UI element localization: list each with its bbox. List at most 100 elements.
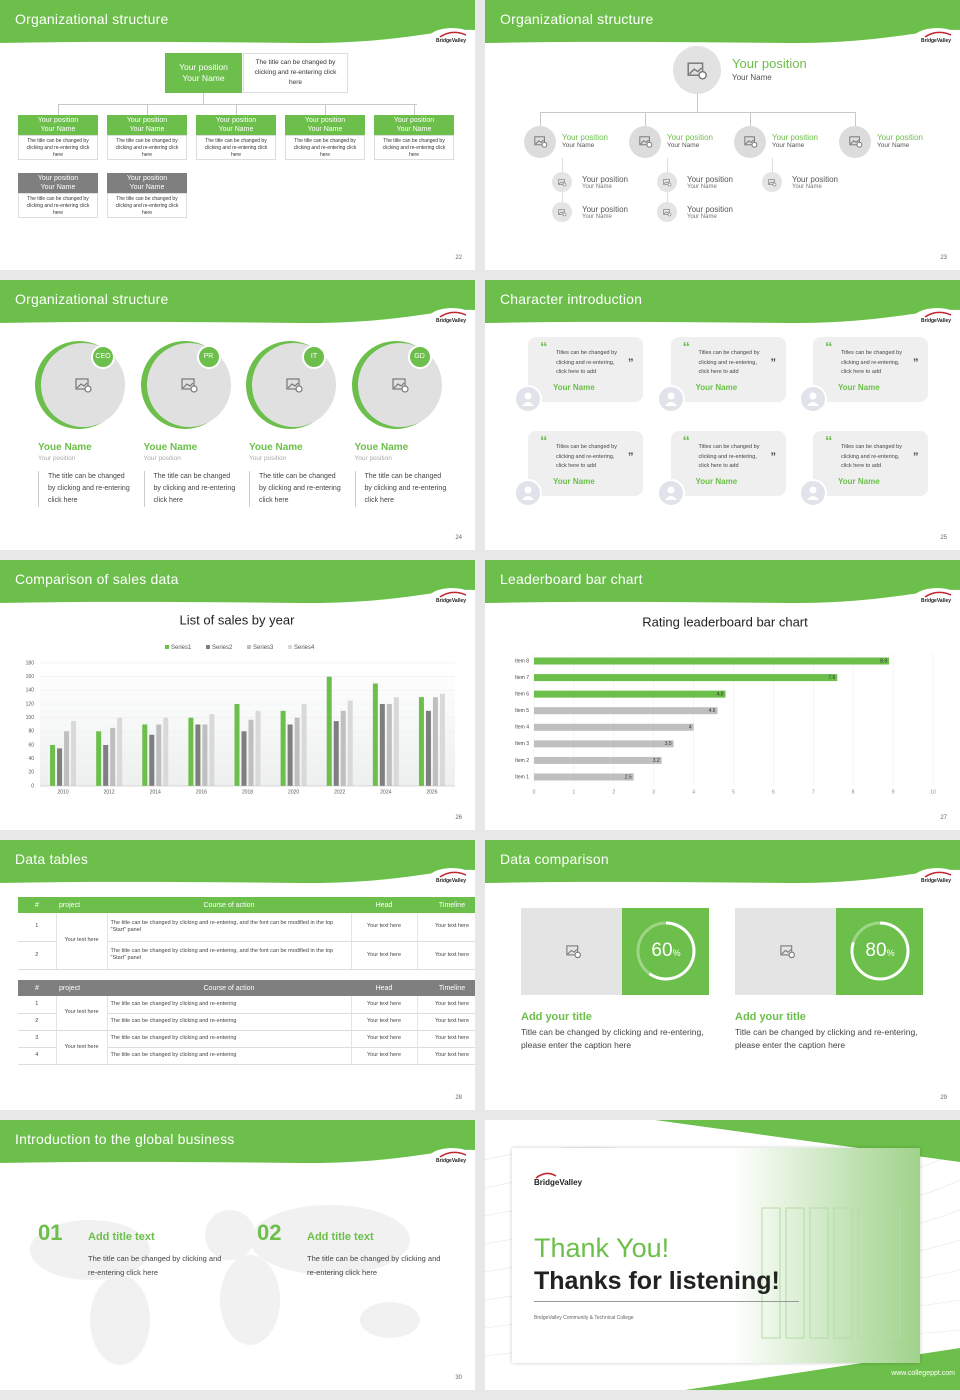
member-name: Your Name bbox=[667, 142, 700, 149]
progress-ring bbox=[636, 921, 696, 981]
connector-line bbox=[236, 104, 237, 115]
icon-frame bbox=[286, 378, 300, 390]
position-text: The title can be changed by clicking and… bbox=[196, 135, 276, 160]
position: Your position bbox=[37, 117, 79, 124]
table-cell: The title can be changed by clicking and… bbox=[107, 1013, 352, 1031]
avatar-icon bbox=[807, 486, 819, 500]
connector-line bbox=[147, 104, 148, 115]
logo-swoosh bbox=[439, 311, 467, 318]
value-label: 3.5 bbox=[665, 741, 672, 747]
icon-mountain bbox=[558, 210, 565, 214]
image-icon bbox=[663, 208, 672, 216]
position-box: Your position Your Name bbox=[107, 173, 187, 193]
quote-close: ” bbox=[628, 451, 634, 463]
table-cell: 2 bbox=[18, 941, 57, 970]
card-text: Titles can be changed by clicking and re… bbox=[841, 444, 902, 469]
chart: List of sales by year Series1 Series2 Serie… bbox=[26, 612, 455, 795]
building-window bbox=[857, 1207, 877, 1339]
table-row: 4 The title can be changed by clicking an… bbox=[18, 1047, 475, 1065]
icon-frame bbox=[566, 945, 579, 956]
person-position: Your position bbox=[354, 455, 392, 462]
person-text: The title can be changed by clicking and… bbox=[354, 471, 447, 507]
position-text: The title can be changed by clicking and… bbox=[374, 135, 454, 160]
person-position: Your position bbox=[143, 455, 181, 462]
header-cell: Course of action bbox=[107, 897, 351, 913]
icon-plus bbox=[400, 385, 409, 393]
name: Your Name bbox=[40, 126, 76, 133]
card bbox=[813, 431, 928, 496]
connector-line bbox=[325, 104, 326, 115]
slide-title: Organizational structure bbox=[500, 11, 654, 27]
page-number: 28 bbox=[455, 1095, 462, 1101]
table-cell: Your text here bbox=[56, 913, 108, 970]
icon-mountain bbox=[534, 140, 544, 145]
member-position: Your position bbox=[772, 133, 818, 142]
card-text: Titles can be changed by clicking and re… bbox=[698, 444, 760, 469]
icon-frame bbox=[768, 178, 775, 185]
icon-plus bbox=[788, 951, 795, 958]
member-name: Your Name bbox=[877, 142, 910, 149]
card bbox=[528, 337, 643, 402]
avatar-head bbox=[667, 392, 674, 400]
value-label: 4.8 bbox=[717, 691, 724, 697]
name: Your Name bbox=[129, 126, 165, 133]
ring-arc bbox=[648, 921, 696, 981]
table-row: 2 The title can be changed by clicking an… bbox=[18, 941, 475, 970]
x-tick-label: 2022 bbox=[334, 789, 345, 795]
logo-swoosh bbox=[439, 31, 467, 38]
header-shape bbox=[0, 280, 475, 324]
x-tick-label: 1 bbox=[573, 789, 576, 795]
person-name: Youe Name bbox=[354, 442, 409, 453]
bar bbox=[425, 710, 431, 786]
icon-plus bbox=[189, 385, 198, 393]
card bbox=[670, 431, 786, 496]
sub-position: Your position bbox=[792, 175, 838, 184]
icon-shape bbox=[663, 208, 672, 216]
table-cell: The title can be changed by clicking and… bbox=[107, 913, 352, 942]
image-icon bbox=[687, 62, 708, 80]
image-panel bbox=[735, 908, 836, 995]
table-cell: Your text here bbox=[417, 1047, 475, 1065]
icon-plus bbox=[698, 70, 708, 80]
y-tick-label: Item 5 bbox=[515, 708, 529, 714]
sub-position: Your position bbox=[687, 205, 733, 214]
bar bbox=[294, 717, 300, 786]
bar bbox=[379, 704, 385, 786]
quote-close: ” bbox=[770, 451, 777, 463]
icon-shape bbox=[566, 945, 581, 958]
top-box: Your position Your Name bbox=[165, 53, 242, 93]
icon-mountain bbox=[558, 180, 565, 184]
icon-shape bbox=[638, 136, 652, 149]
header-band bbox=[485, 280, 960, 330]
card-name: Your Name bbox=[695, 477, 738, 486]
x-tick-label: 7 bbox=[812, 789, 815, 795]
value-label: 4 bbox=[689, 725, 692, 731]
y-tick-label: 100 bbox=[26, 715, 35, 721]
icon-plus bbox=[562, 182, 567, 186]
image-icon bbox=[391, 378, 409, 393]
bar bbox=[534, 657, 890, 665]
header-cell: Course of action bbox=[107, 980, 351, 996]
card-name: Your Name bbox=[553, 383, 595, 392]
table-row: 3 Your text here The title can be changed … bbox=[18, 1030, 475, 1065]
bar bbox=[301, 704, 307, 786]
slide: Organizational structure BridgeValley 23 Yo… bbox=[485, 0, 960, 270]
building bbox=[535, 1148, 920, 1363]
badge: IT bbox=[302, 345, 326, 369]
position: Your position bbox=[215, 117, 257, 124]
x-tick-label: 0 bbox=[533, 789, 536, 795]
bar bbox=[202, 724, 208, 786]
card-name: Your Name bbox=[553, 477, 595, 486]
quote-close: ” bbox=[628, 357, 634, 369]
image-icon bbox=[558, 178, 567, 186]
image-icon bbox=[180, 378, 198, 393]
top-note: The title can be changed by clicking and… bbox=[243, 53, 348, 93]
avatar-icon bbox=[664, 392, 677, 406]
avatar-head bbox=[809, 392, 817, 400]
header-band bbox=[0, 560, 475, 610]
avatar-head bbox=[524, 486, 532, 494]
quote-open: “ bbox=[682, 339, 691, 356]
image-icon bbox=[848, 136, 862, 149]
data-table: # project Course of action Head Timeline 1 You… bbox=[18, 897, 475, 970]
position: Your position bbox=[37, 175, 79, 182]
